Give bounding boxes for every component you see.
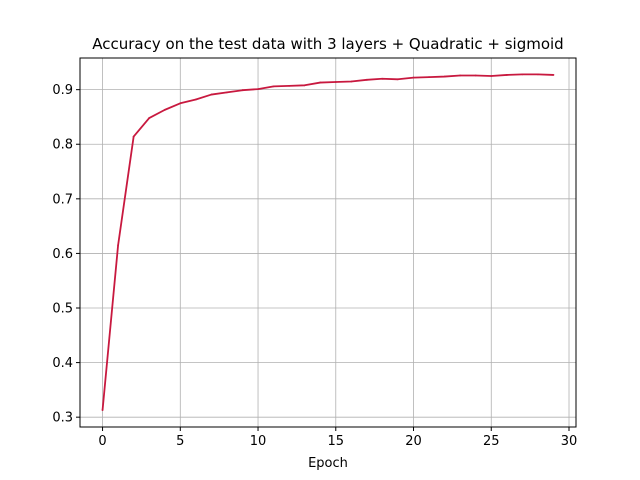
- x-tick-label: 0: [98, 434, 106, 449]
- x-tick-label: 10: [250, 434, 267, 449]
- x-axis-label: Epoch: [308, 456, 348, 471]
- data-point: [257, 88, 259, 91]
- data-point: [319, 81, 322, 84]
- y-tick-label: 0.5: [52, 302, 73, 317]
- data-point: [288, 84, 291, 87]
- plot-frame: [79, 57, 577, 428]
- x-tick-label: 5: [176, 434, 184, 449]
- y-tick-label: 0.6: [52, 247, 73, 262]
- data-point: [303, 84, 306, 87]
- grid: [80, 58, 576, 427]
- data-point: [210, 93, 213, 96]
- data-point: [334, 81, 337, 83]
- data-point: [148, 117, 151, 119]
- ticks: 0 5 10 15 20 25 30 0.3 0.4 0.5 0.6 0.7 0.8 0.9: [52, 83, 577, 449]
- y-tick-label: 0.4: [52, 356, 73, 371]
- y-tick-label: 0.3: [52, 411, 73, 426]
- x-tick-label: 30: [561, 434, 578, 449]
- data-point: [505, 74, 508, 76]
- x-tick-label: 25: [483, 434, 500, 449]
- data-point: [365, 78, 368, 81]
- data-point: [521, 73, 524, 76]
- data-point: [537, 73, 539, 76]
- data-point: [459, 74, 462, 77]
- x-tick-label: 20: [405, 434, 422, 449]
- data-point: [101, 409, 104, 411]
- data-point: [226, 91, 228, 94]
- data-point: [428, 76, 430, 79]
- data-point: [194, 98, 197, 101]
- data-point: [443, 75, 446, 78]
- data-point: [241, 89, 244, 92]
- data-point: [381, 77, 384, 80]
- chart-title: Accuracy on the test data with 3 layers …: [92, 35, 563, 53]
- data-point: [272, 85, 275, 88]
- data-point: [552, 74, 555, 76]
- y-tick-label: 0.9: [52, 83, 73, 98]
- accuracy-line: [101, 73, 554, 411]
- y-tick-label: 0.8: [52, 138, 73, 153]
- data-point: [490, 75, 493, 77]
- data-point: [397, 78, 399, 81]
- data-point: [350, 80, 353, 83]
- data-point: [474, 74, 477, 77]
- data-point: [179, 102, 182, 105]
- x-tick-label: 15: [328, 434, 345, 449]
- data-point: [163, 108, 166, 111]
- y-tick-label: 0.7: [52, 192, 73, 207]
- data-point: [117, 244, 119, 247]
- series-layer: [101, 73, 555, 411]
- data-point: [412, 76, 415, 79]
- data-point: [132, 135, 135, 138]
